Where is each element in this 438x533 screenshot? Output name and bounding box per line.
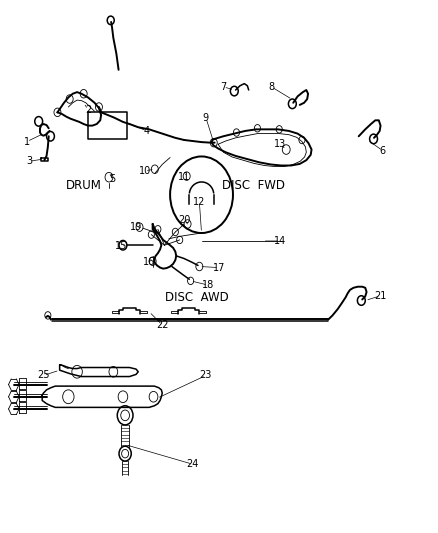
- Text: 3: 3: [26, 156, 32, 166]
- Text: 8: 8: [268, 82, 275, 92]
- Text: 4: 4: [144, 126, 150, 136]
- Text: 13: 13: [274, 139, 286, 149]
- Text: DISC  FWD: DISC FWD: [223, 179, 286, 192]
- Text: 1: 1: [24, 136, 30, 147]
- Text: 2: 2: [85, 104, 91, 115]
- Text: 6: 6: [380, 146, 386, 156]
- Text: 20: 20: [178, 215, 190, 225]
- Text: 21: 21: [374, 290, 387, 301]
- Text: 17: 17: [213, 263, 225, 272]
- Text: 16: 16: [143, 257, 155, 267]
- Text: 15: 15: [115, 241, 127, 251]
- Text: 14: 14: [274, 236, 286, 246]
- Text: DISC  AWD: DISC AWD: [165, 291, 229, 304]
- Circle shape: [170, 157, 233, 233]
- Text: 7: 7: [220, 82, 226, 92]
- Text: 11: 11: [178, 172, 190, 182]
- Text: 25: 25: [37, 370, 50, 381]
- Text: 22: 22: [156, 320, 169, 330]
- Text: 9: 9: [203, 112, 209, 123]
- Text: 10: 10: [139, 166, 151, 176]
- Text: 5: 5: [109, 174, 115, 184]
- Text: 24: 24: [187, 459, 199, 469]
- Text: 12: 12: [193, 197, 205, 207]
- Text: 19: 19: [130, 222, 142, 232]
- Text: 23: 23: [200, 370, 212, 381]
- Text: DRUM: DRUM: [66, 179, 102, 192]
- Text: 18: 18: [202, 280, 214, 290]
